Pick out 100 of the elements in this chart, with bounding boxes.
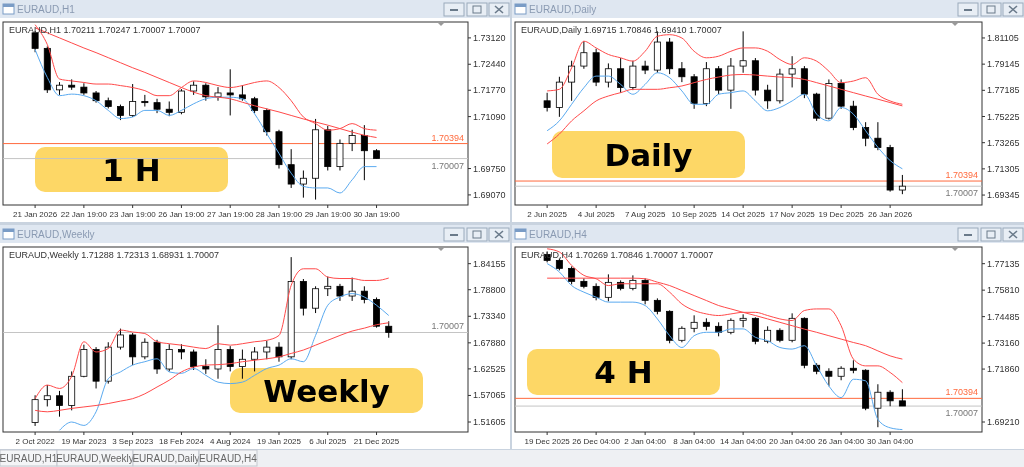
- x-tick-label: 10 Sep 2025: [671, 210, 718, 219]
- x-tick-label: 22 Jan 19:00: [60, 210, 108, 219]
- y-tick-label: 1.71860: [987, 364, 1020, 375]
- y-tick-label: 1.62525: [473, 363, 506, 374]
- ref-line-label: 1.70007: [431, 160, 464, 171]
- text: EURAUD,H4: [199, 453, 258, 464]
- x-tick-label: 18 Feb 2024: [158, 437, 205, 446]
- candlestick: [788, 55, 796, 88]
- y-tick-label: 1.75810: [987, 285, 1020, 296]
- ref-line-label: 1.70394: [431, 132, 464, 143]
- annotation: 4 H: [594, 354, 653, 390]
- x-tick-label: 26 Jan 2026: [868, 210, 913, 219]
- candlestick: [263, 340, 271, 360]
- ref-line-label: 1.70394: [945, 170, 978, 181]
- candlestick: [739, 30, 747, 74]
- candlestick: [129, 83, 137, 118]
- candlestick: [825, 367, 833, 387]
- candlestick: [764, 84, 772, 110]
- x-tick-label: 19 Dec 2025: [524, 437, 571, 446]
- x-tick-label: 30 Jan 04:00: [866, 437, 914, 446]
- candlestick: [849, 100, 857, 131]
- annotation: Daily: [604, 136, 693, 173]
- candlestick: [543, 92, 551, 112]
- x-tick-label: 21 Jan 2026: [13, 210, 58, 219]
- y-tick-label: 1.74485: [987, 311, 1020, 322]
- candlestick: [312, 285, 320, 314]
- y-tick-label: 1.69345: [987, 190, 1020, 201]
- candlestick: [56, 390, 63, 418]
- ref-line-label: 1.70007: [945, 408, 978, 419]
- y-tick-label: 1.79145: [987, 59, 1020, 70]
- x-tick-label: 17 Nov 2025: [769, 210, 816, 219]
- candlestick: [129, 332, 137, 366]
- candlestick: [141, 337, 149, 360]
- x-tick-label: 27 Jan 19:00: [207, 210, 254, 219]
- x-tick-label: 28 Jan 19:00: [255, 210, 303, 219]
- x-tick-label: 23 Jan 19:00: [109, 210, 157, 219]
- text: EURAUD,Daily: [132, 453, 200, 464]
- y-tick-label: 1.84155: [473, 258, 506, 269]
- candlestick: [299, 169, 307, 199]
- x-tick-label: 26 Jan 19:00: [158, 210, 206, 219]
- candlestick: [739, 313, 747, 328]
- y-tick-label: 1.73120: [473, 32, 506, 43]
- candlestick: [43, 384, 51, 407]
- y-tick-label: 1.67880: [473, 337, 506, 348]
- chart-subtitle: EURAUD,Weekly 1.71288 1.72313 1.68931 1.70007: [9, 250, 219, 260]
- x-tick-label: 3 Sep 2023: [112, 437, 154, 446]
- x-tick-label: 19 Mar 2023: [61, 437, 107, 446]
- candlestick: [837, 78, 845, 110]
- x-tick-label: 7 Aug 2025: [624, 210, 666, 219]
- x-tick-label: 2 Jun 2025: [527, 210, 568, 219]
- ref-line-label: 1.70007: [945, 188, 978, 199]
- x-tick-label: 30 Jan 19:00: [353, 210, 401, 219]
- x-tick-label: 20 Jan 04:00: [768, 437, 816, 446]
- x-tick-label: 14 Jan 04:00: [719, 437, 767, 446]
- y-tick-label: 1.78800: [473, 284, 506, 295]
- candlestick: [360, 124, 368, 181]
- candlestick: [629, 60, 637, 91]
- candlestick: [715, 65, 723, 95]
- x-tick-label: 4 Jul 2025: [577, 210, 616, 219]
- candlestick: [580, 40, 588, 70]
- x-tick-label: 19 Jan 2025: [256, 437, 302, 446]
- y-tick-label: 1.73160: [987, 338, 1020, 349]
- x-tick-label: 2 Oct 2022: [15, 437, 56, 446]
- candlestick: [287, 148, 295, 189]
- candlestick: [348, 129, 356, 152]
- candlestick: [226, 68, 234, 116]
- y-tick-label: 1.71770: [473, 85, 506, 96]
- y-tick-label: 1.77135: [987, 258, 1020, 269]
- candlestick: [751, 316, 759, 345]
- candlestick: [275, 341, 283, 363]
- y-tick-label: 1.75225: [987, 111, 1020, 122]
- candlestick: [641, 277, 649, 305]
- y-tick-label: 1.51605: [473, 417, 506, 427]
- candlestick: [874, 383, 882, 428]
- y-tick-label: 1.57065: [473, 390, 506, 401]
- candlestick: [678, 61, 686, 83]
- y-tick-label: 1.71305: [987, 163, 1020, 174]
- x-tick-label: 29 Jan 19:00: [304, 210, 352, 219]
- candlestick: [251, 346, 259, 372]
- candlestick: [324, 276, 332, 297]
- x-tick-label: 4 Aug 2024: [209, 437, 251, 446]
- y-tick-label: 1.81105: [987, 32, 1019, 43]
- candlestick: [336, 138, 344, 171]
- candlestick: [617, 57, 625, 94]
- chart-title: EURAUD,Daily: [529, 4, 597, 15]
- y-tick-label: 1.77185: [987, 85, 1020, 96]
- candlestick: [263, 107, 271, 137]
- chart-title: EURAUD,H1: [17, 4, 76, 15]
- candlestick: [604, 273, 612, 302]
- y-tick-label: 1.69070: [473, 189, 506, 200]
- chart-title: EURAUD,H4: [529, 229, 588, 240]
- x-tick-label: 26 Dec 04:00: [572, 437, 621, 446]
- candlestick: [226, 345, 234, 372]
- x-tick-label: 19 Dec 2025: [818, 210, 865, 219]
- ref-line-label: 1.70394: [945, 387, 978, 398]
- text: EURAUD,H1: [0, 453, 58, 464]
- x-tick-label: 8 Jan 04:00: [673, 437, 716, 446]
- y-tick-label: 1.73340: [473, 311, 506, 322]
- candlestick: [641, 60, 649, 75]
- y-tick-label: 1.73265: [987, 137, 1020, 148]
